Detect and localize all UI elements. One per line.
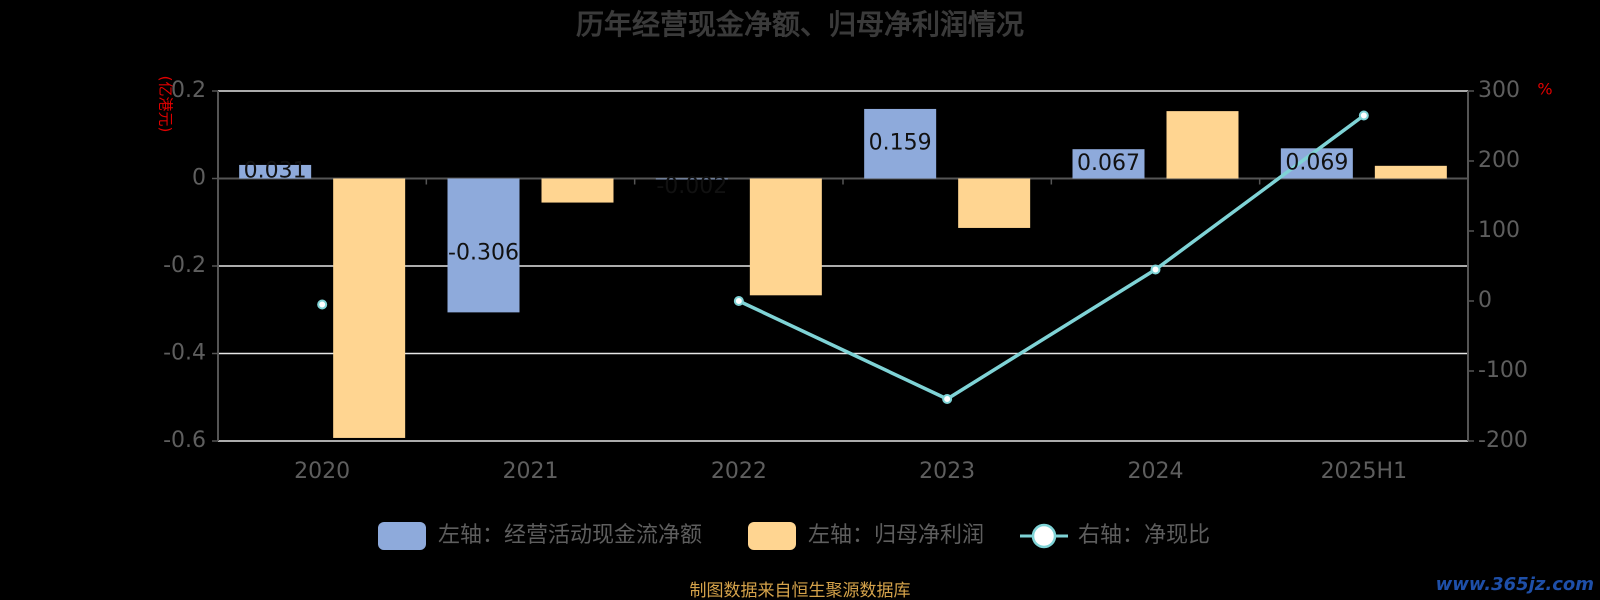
legend-item-cashflow[interactable]: 左轴：经营活动现金流净额	[378, 522, 702, 550]
ratio-point	[1150, 264, 1161, 275]
gridlines	[212, 90, 1474, 442]
left-axis-tick-label: 0.2	[171, 78, 206, 103]
cashflow-bar	[447, 178, 520, 313]
net-profit-bar	[749, 178, 822, 296]
net-profit-bar	[333, 178, 406, 438]
source-note: 制图数据来自恒生聚源数据库	[690, 581, 911, 600]
legend: 左轴：经营活动现金流净额 左轴：归母净利润 右轴：净现比	[378, 522, 1210, 550]
cashflow-bar	[1280, 148, 1353, 179]
ratio-line	[317, 110, 1369, 404]
cashflow-bar	[239, 164, 312, 179]
left-axis-tick-label: -0.4	[163, 341, 206, 366]
net-profit-bar	[958, 178, 1031, 228]
bar-labels: 0.031 -0.306 -0.002 0.159 0.067 0.069	[244, 131, 1349, 266]
x-axis-tick-label: 2025H1	[1321, 459, 1408, 484]
right-axis-unit: %	[1537, 80, 1552, 99]
bar-data-label: 0.069	[1285, 150, 1348, 175]
net-profit-bar	[1374, 165, 1447, 179]
cashflow-bar	[864, 108, 937, 179]
left-axis-tick-label: 0	[192, 166, 206, 191]
left-axis-unit: (亿港元)	[157, 76, 175, 133]
x-axis-tick-label: 2024	[1128, 459, 1184, 484]
legend-swatch	[378, 522, 426, 550]
ratio-point	[317, 299, 328, 310]
legend-label: 左轴：经营活动现金流净额	[438, 523, 702, 548]
ratio-line-path	[738, 114, 1365, 401]
x-axis-tick-label: 2020	[294, 459, 350, 484]
ratio-point	[733, 296, 744, 306]
bar-data-label: -0.306	[448, 240, 519, 265]
right-axis-tick-label: 200	[1478, 148, 1520, 173]
bar-data-label: 0.031	[244, 159, 307, 184]
x-axis-tick-label: 2022	[711, 459, 767, 484]
right-axis-tick-label: -200	[1478, 428, 1528, 453]
bar-data-label: -0.002	[656, 174, 727, 199]
chart-title: 历年经营现金净额、归母净利润情况	[576, 8, 1024, 41]
bars	[239, 108, 1447, 438]
right-axis-tick-label: 0	[1478, 288, 1492, 313]
right-axis-tick-label: 300	[1478, 78, 1520, 103]
legend-label: 左轴：归母净利润	[808, 523, 984, 548]
right-axis-tick-label: 100	[1478, 218, 1520, 243]
left-axis-tick-label: -0.2	[163, 253, 206, 278]
bar-data-label: 0.067	[1077, 151, 1140, 176]
x-axis-tick-label: 2021	[503, 459, 559, 484]
net-profit-bar	[1166, 111, 1239, 179]
x-axis-tick-label: 2023	[919, 459, 975, 484]
left-axis-tick-label: -0.6	[163, 428, 206, 453]
cashflow-bar	[655, 178, 728, 180]
legend-swatch	[748, 522, 796, 550]
bar-data-label: 0.159	[869, 131, 932, 156]
legend-item-ratio[interactable]: 右轴：净现比	[1020, 523, 1210, 549]
legend-marker	[1031, 523, 1057, 549]
ratio-point	[942, 394, 953, 404]
axis-ticks: 0.2 0 -0.2 -0.4 -0.6 300 200 100 0 -100 -200 2020 20…	[163, 78, 1528, 484]
right-axis-tick-label: -100	[1478, 358, 1528, 383]
legend-item-net-profit[interactable]: 左轴：归母净利润	[748, 522, 984, 550]
net-profit-bar	[541, 178, 614, 203]
cashflow-bar	[1072, 149, 1145, 179]
legend-label: 右轴：净现比	[1078, 523, 1210, 548]
watermark: www.365jz.com	[1436, 574, 1594, 595]
ratio-point	[1358, 110, 1369, 121]
